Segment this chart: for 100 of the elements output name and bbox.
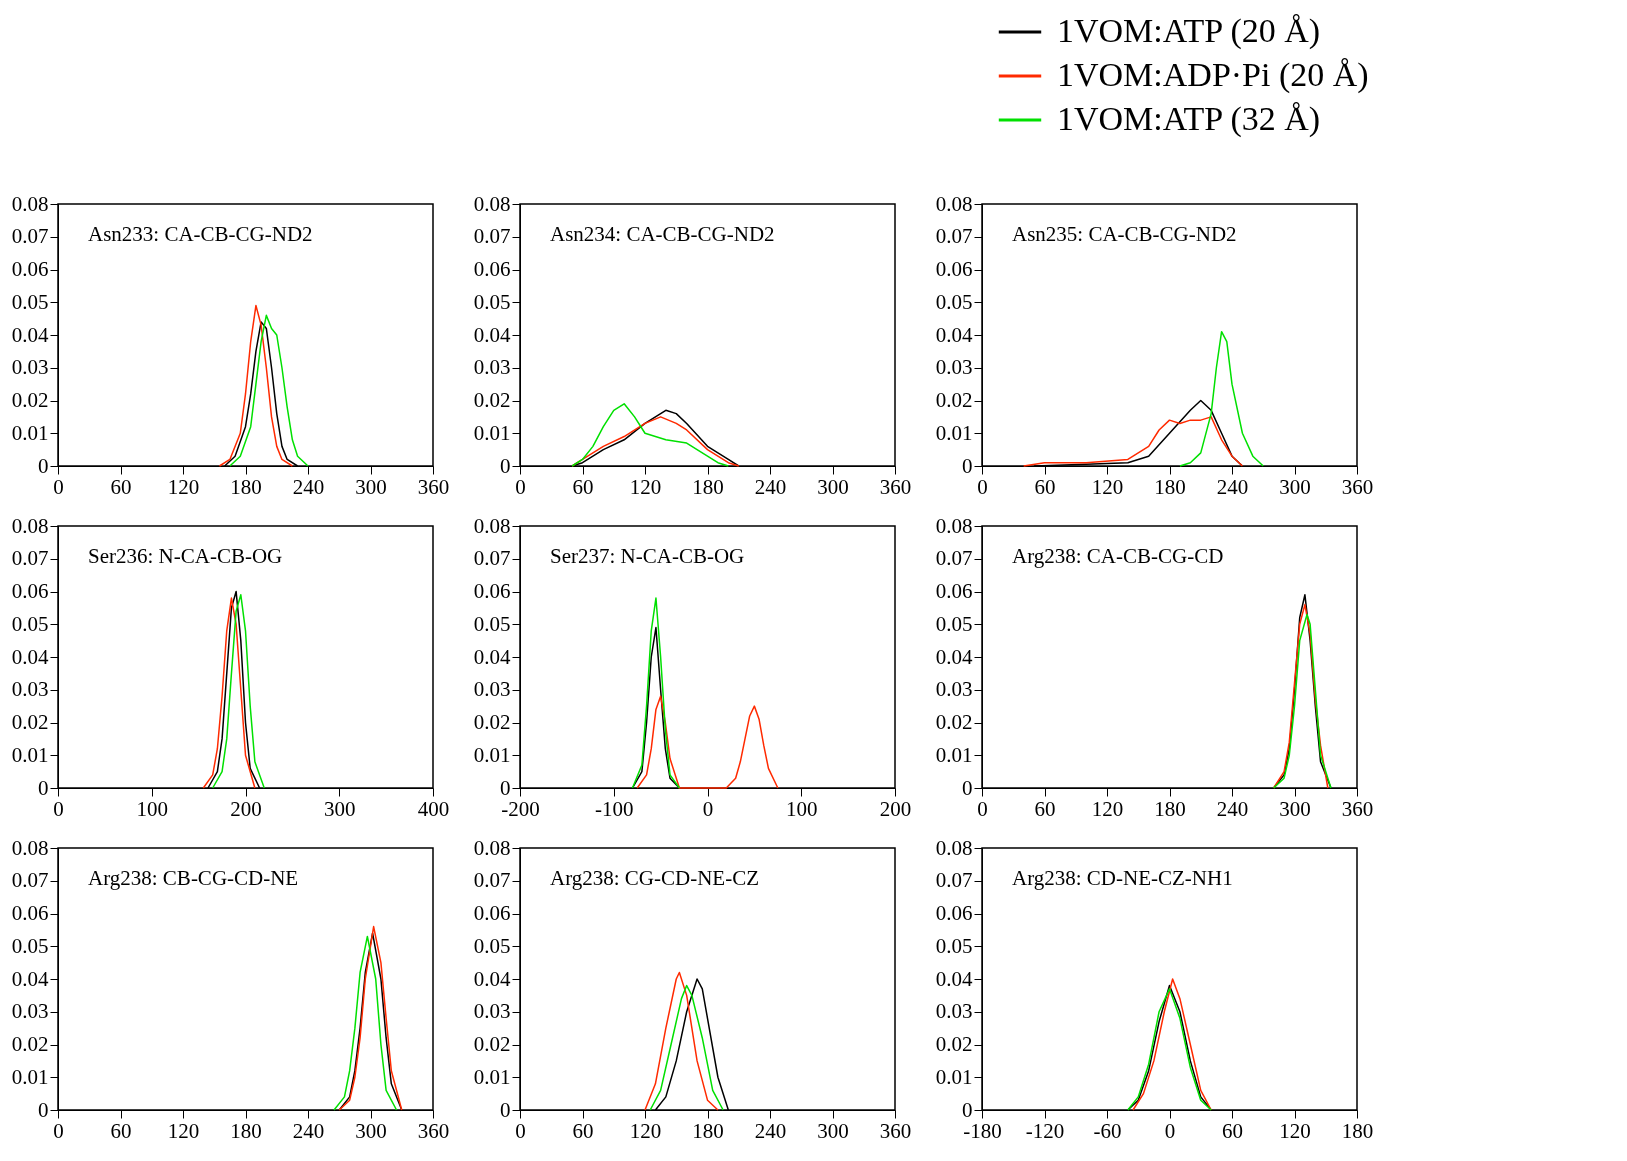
line-series (229, 314, 309, 467)
y-tick-label: 0.04 (935, 644, 973, 669)
x-tick-label: 60 (1222, 1118, 1243, 1143)
text: Asn234: CA-CB-CG-ND2 (550, 222, 775, 246)
x-tick-label: 180 (1154, 474, 1186, 499)
y-tick-label: 0.05 (935, 933, 973, 958)
line-series (1022, 416, 1244, 467)
y-tick-label: 0.07 (473, 868, 511, 893)
y-tick-label: 0.04 (11, 644, 49, 669)
y-tick-label: 0.06 (11, 579, 49, 603)
y-tick-label: 0.03 (473, 355, 511, 380)
x-tick-label: 300 (355, 1118, 387, 1143)
legend-label: 1VOM:ADP·Pi (20 Å) (1057, 56, 1369, 94)
y-tick-label: 0 (38, 775, 49, 800)
line-series (636, 695, 779, 789)
x-tick-label: 0 (1164, 1118, 1176, 1143)
legend-label: 1VOM:ATP (32 Å) (1057, 100, 1321, 138)
y-tick-label: 0.08 (935, 513, 973, 538)
y-tick-label: 0.08 (935, 835, 973, 860)
x-tick-label: 300 (1279, 796, 1311, 821)
y-tick-label: 0.01 (11, 1064, 49, 1089)
x-tick-label: 120 (167, 474, 200, 499)
y-tick-label: 0.03 (935, 999, 973, 1024)
x-tick-label: -100 (595, 796, 634, 821)
text: Arg238: CB-CG-CD-NE (88, 866, 299, 890)
x-tick-label: 60 (1034, 796, 1056, 821)
y-tick-label: 0.01 (935, 420, 973, 445)
y-tick-label: 0.01 (473, 1064, 511, 1089)
x-tick-label: 400 (417, 796, 450, 821)
y-tick-label: 0.04 (473, 644, 511, 669)
y-tick-label: 0.02 (11, 1032, 49, 1056)
line-series (649, 984, 724, 1111)
y-tick-label: 0.06 (935, 579, 973, 603)
x-tick-label: 200 (879, 796, 912, 821)
x-tick-label: -60 (1093, 1118, 1122, 1143)
x-tick-label: 360 (417, 1118, 450, 1143)
y-tick-label: 0.08 (935, 191, 973, 216)
y-tick-label: 0.04 (473, 322, 511, 347)
y-tick-label: 0.04 (935, 322, 973, 347)
x-tick-label: 120 (629, 1118, 662, 1143)
legend-label: 1VOM:ATP (20 Å) (1057, 12, 1321, 50)
x-tick-label: 120 (1091, 474, 1124, 499)
x-tick-label: 300 (324, 796, 356, 821)
y-tick-label: 0.08 (473, 513, 511, 538)
y-tick-label: 0.02 (11, 388, 49, 412)
x-tick-label: -120 (1025, 1118, 1065, 1143)
x-tick-label: 300 (817, 474, 849, 499)
x-tick-label: 120 (167, 1118, 200, 1143)
y-tick-label: 0.03 (11, 677, 49, 702)
y-tick-label: 0.03 (935, 677, 973, 702)
y-tick-label: 0.02 (935, 388, 973, 412)
text: Asn235: CA-CB-CG-ND2 (1012, 222, 1237, 246)
y-tick-label: 0.08 (11, 835, 49, 860)
y-tick-label: 0.07 (935, 224, 973, 249)
line-series (644, 971, 719, 1111)
x-tick-label: 240 (754, 1118, 787, 1143)
x-tick-label: 180 (230, 474, 262, 499)
y-tick-label: 0.07 (11, 868, 49, 893)
y-tick-label: 0.01 (935, 1064, 973, 1089)
y-tick-label: 0.07 (935, 868, 973, 893)
x-tick-label: 180 (1341, 1118, 1374, 1143)
x-tick-label: 240 (754, 474, 787, 499)
y-tick-label: 0.07 (935, 546, 973, 571)
line-series (1179, 330, 1264, 467)
x-tick-label: 100 (786, 796, 818, 821)
y-tick-label: 0.01 (11, 742, 49, 767)
y-tick-label: 0.07 (11, 224, 49, 249)
y-tick-label: 0.02 (473, 388, 511, 412)
x-tick-label: 60 (110, 1118, 132, 1143)
y-tick-label: 0.08 (11, 513, 49, 538)
y-tick-label: 0.02 (935, 710, 973, 734)
x-tick-label: 120 (1279, 1118, 1311, 1143)
y-tick-label: 0.01 (473, 420, 511, 445)
x-tick-label: 360 (417, 474, 450, 499)
text: Arg238: CG-CD-NE-CZ (550, 866, 760, 890)
y-tick-label: 0.06 (473, 257, 511, 281)
y-tick-label: 0.03 (935, 355, 973, 380)
y-tick-label: 0.08 (473, 191, 511, 216)
y-tick-label: 0.01 (11, 420, 49, 445)
x-tick-label: 180 (692, 1118, 724, 1143)
y-tick-label: 0.06 (935, 257, 973, 281)
y-tick-label: 0.07 (473, 224, 511, 249)
x-tick-label: 200 (230, 796, 262, 821)
y-tick-label: 0.03 (473, 677, 511, 702)
x-tick-label: 60 (572, 1118, 594, 1143)
x-tick-label: 360 (1341, 474, 1374, 499)
y-tick-label: 0.08 (473, 835, 511, 860)
text: Arg238: CD-NE-CZ-NH1 (1012, 866, 1233, 890)
x-tick-label: 60 (110, 474, 132, 499)
x-tick-label: 360 (1341, 796, 1374, 821)
y-tick-label: 0.03 (473, 999, 511, 1024)
x-tick-label: 300 (1279, 474, 1311, 499)
y-tick-label: 0.07 (473, 546, 511, 571)
y-tick-label: 0 (38, 453, 49, 478)
y-tick-label: 0.04 (473, 966, 511, 991)
y-tick-label: 0.02 (11, 710, 49, 734)
y-tick-label: 0.04 (11, 966, 49, 991)
x-tick-label: 60 (572, 474, 594, 499)
x-tick-label: 240 (292, 1118, 325, 1143)
x-tick-label: 180 (692, 474, 724, 499)
